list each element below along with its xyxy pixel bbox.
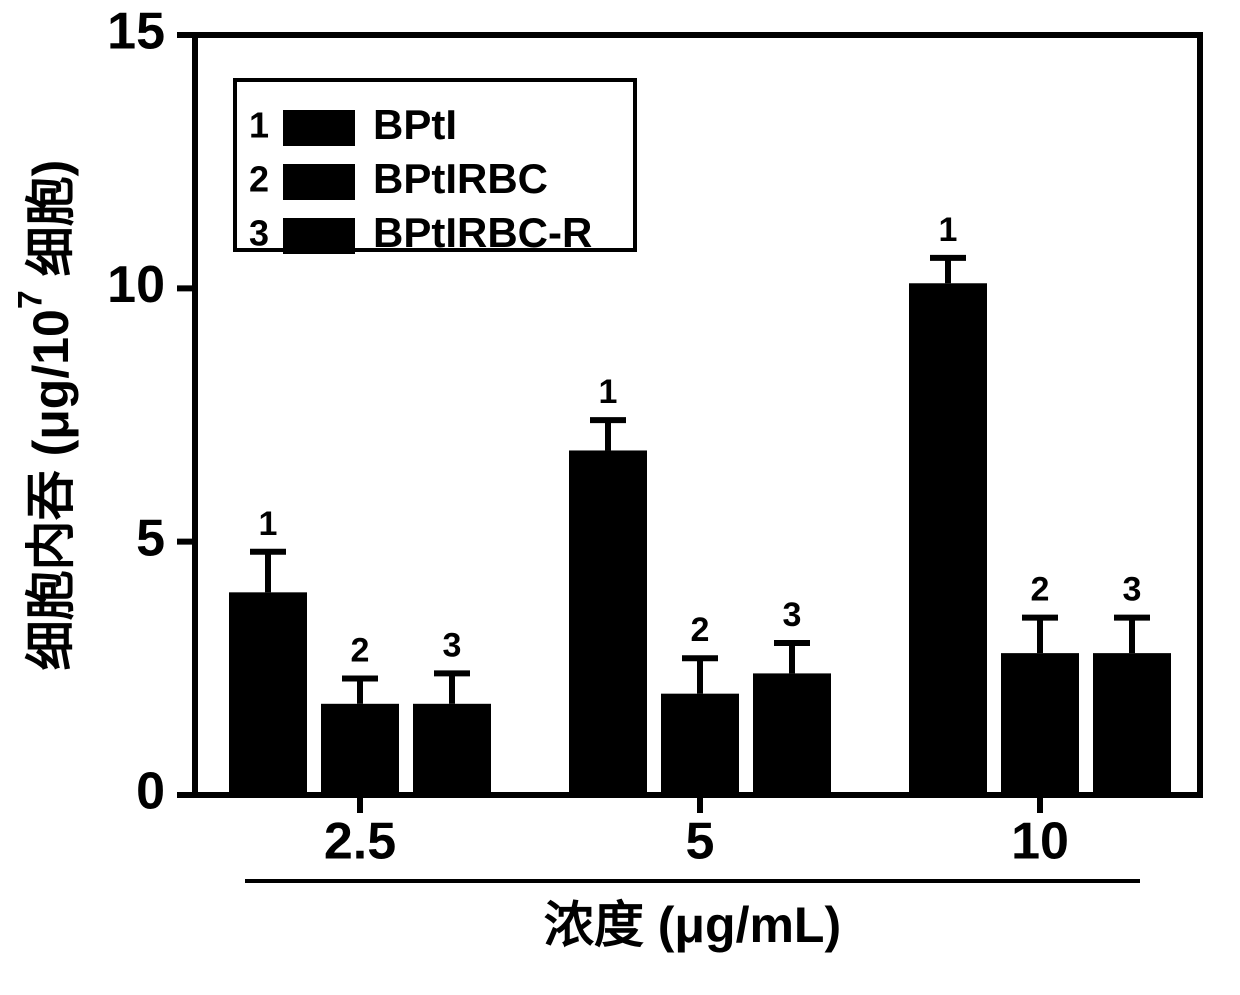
x-tick-label: 10 (1011, 813, 1069, 871)
legend-swatch (283, 218, 355, 254)
bar-series-number: 2 (351, 631, 370, 669)
legend-label: BPtIRBC (373, 155, 548, 202)
bar-series-number: 1 (599, 373, 618, 411)
y-tick-label: 15 (107, 3, 165, 61)
bar (1001, 653, 1079, 795)
figure-root: 0510152.5510浓度 (μg/mL)细胞内吞 (μg/107 细胞)12… (0, 0, 1240, 995)
y-tick-label: 10 (107, 256, 165, 314)
legend-swatch (283, 164, 355, 200)
bar (909, 283, 987, 795)
x-tick-label: 2.5 (324, 813, 396, 871)
bar (1093, 653, 1171, 795)
legend-label: BPtI (373, 101, 457, 148)
chart-svg: 0510152.5510浓度 (μg/mL)细胞内吞 (μg/107 细胞)12… (0, 0, 1240, 995)
bar-series-number: 3 (443, 626, 462, 664)
bar-series-number: 1 (259, 505, 278, 543)
legend-series-number: 3 (249, 213, 269, 254)
x-axis-label: 浓度 (μg/mL) (544, 897, 841, 953)
bar-series-number: 3 (1123, 571, 1142, 609)
legend-label: BPtIRBC-R (373, 209, 592, 256)
bar-series-number: 3 (783, 596, 802, 634)
bar (321, 704, 399, 795)
bar (569, 450, 647, 795)
legend-swatch (283, 110, 355, 146)
bar (753, 673, 831, 795)
bar-series-number: 2 (1031, 571, 1050, 609)
bar-series-number: 2 (691, 611, 710, 649)
bar (229, 592, 307, 795)
legend-series-number: 2 (249, 159, 269, 200)
bar (413, 704, 491, 795)
bar (661, 694, 739, 795)
legend-series-number: 1 (249, 105, 269, 146)
y-tick-label: 5 (136, 509, 165, 567)
bar-series-number: 1 (939, 211, 958, 249)
x-tick-label: 5 (686, 813, 715, 871)
y-tick-label: 0 (136, 763, 165, 821)
